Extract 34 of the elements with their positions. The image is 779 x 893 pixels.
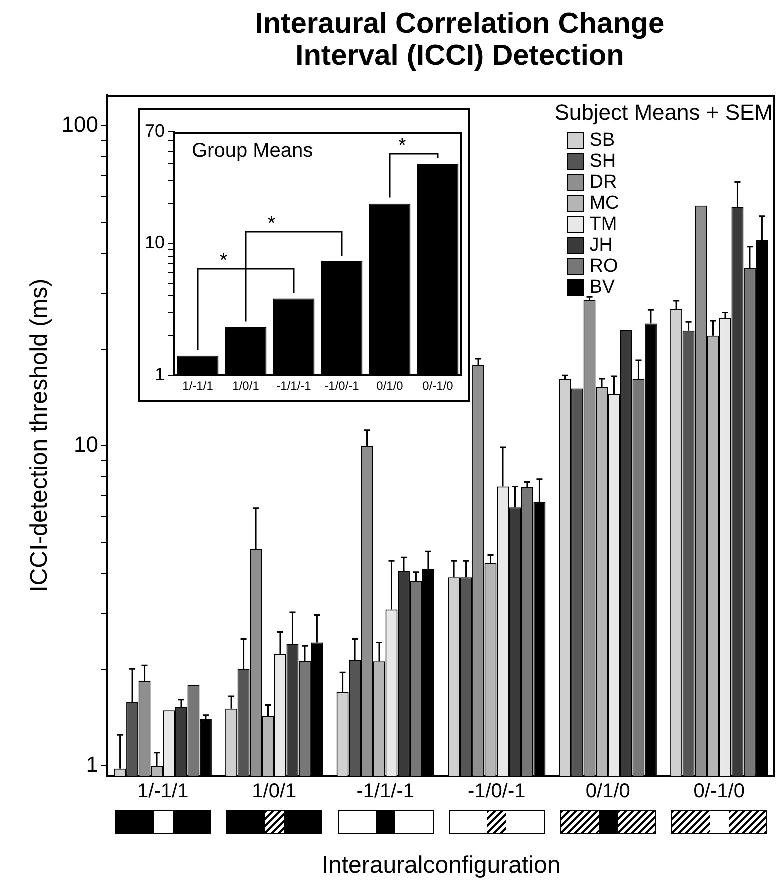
x-tick-label: -1/1/-1 <box>276 379 312 394</box>
x-axis-title: Interauralconfiguration <box>322 852 561 880</box>
legend-label: RO <box>590 256 618 277</box>
legend-label: DR <box>590 172 618 193</box>
x-tick-label: -1/0/-1 <box>468 780 526 803</box>
annotation: Group Means <box>192 140 314 163</box>
x-tick-label: 1/-1/1 <box>138 780 189 803</box>
x-tick-label: -1/1/-1 <box>356 780 415 803</box>
legend-label: SB <box>590 130 616 151</box>
y-axis-title: ICCI-detection threshold (ms) <box>26 278 54 592</box>
legend-title: Subject Means + SEM <box>554 100 773 126</box>
y-tick-label: 70 <box>144 120 166 141</box>
x-tick-label: 1/-1/1 <box>182 379 214 394</box>
annotation: * <box>398 135 406 158</box>
annotation: * <box>268 212 276 236</box>
x-tick-label: 0/1/0 <box>586 780 630 803</box>
legend-label: MC <box>590 193 620 214</box>
chart-title: Interaural Correlation Change Interval (ICCI) Detection <box>254 8 666 72</box>
y-tick-label: 1 <box>86 752 99 778</box>
legend-label: TM <box>590 214 618 235</box>
x-tick-label: 0/-1/0 <box>422 379 454 394</box>
y-tick-label: 10 <box>144 232 166 253</box>
legend-label: JH <box>590 235 613 256</box>
legend-label: SH <box>590 151 616 172</box>
legend-label: BV <box>590 277 616 298</box>
y-tick-label: 100 <box>62 112 99 138</box>
x-tick-label: 0/-1/0 <box>694 780 745 803</box>
y-tick-label: 1 <box>155 364 166 385</box>
x-tick-label: 1/0/1 <box>252 780 297 803</box>
annotation: * <box>220 250 228 273</box>
x-tick-label: 0/1/0 <box>376 379 404 394</box>
x-tick-label: 1/0/1 <box>232 379 260 394</box>
x-tick-label: -1/0/-1 <box>324 379 360 394</box>
y-tick-label: 10 <box>74 432 99 458</box>
